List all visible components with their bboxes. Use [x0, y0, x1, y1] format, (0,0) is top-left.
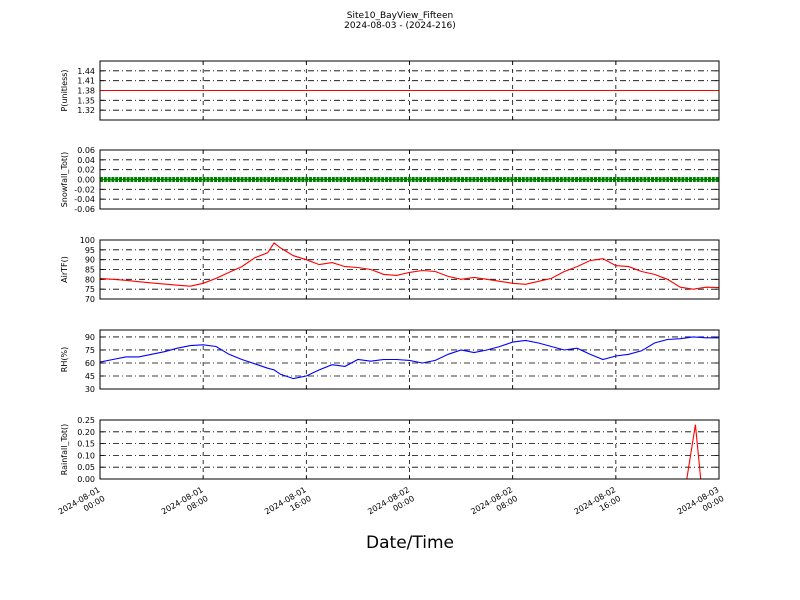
y-axis-label: P(unitless)	[60, 69, 69, 111]
y-tick-label: 0.05	[77, 463, 95, 472]
y-tick-label: -0.04	[74, 195, 95, 204]
axes-frame	[99, 419, 720, 480]
y-tick-label: 30	[85, 385, 95, 394]
y-tick-label: 80	[85, 275, 95, 284]
y-tick-label: 75	[85, 346, 95, 355]
y-tick-label: 0.15	[77, 440, 95, 449]
y-tick-label: 85	[85, 266, 95, 275]
y-tick-label: 0.20	[77, 428, 95, 437]
y-tick-label: 1.41	[77, 77, 95, 86]
y-tick-label: 95	[85, 246, 95, 255]
axes-frame	[99, 239, 720, 300]
y-tick-label: -0.02	[74, 185, 95, 194]
y-tick-label: 90	[85, 256, 95, 265]
y-axis-label: AirTF()	[60, 256, 69, 283]
series-line	[99, 242, 720, 290]
y-tick-label: 0.06	[77, 146, 95, 155]
y-tick-label: 0.25	[77, 416, 95, 425]
y-tick-label: 70	[85, 295, 95, 304]
y-tick-label: 0.00	[77, 176, 95, 185]
y-tick-label: 1.35	[77, 96, 95, 105]
figure-title-text: Site10_BayView_Fifteen	[346, 11, 454, 21]
y-tick-label: -0.06	[74, 205, 95, 214]
y-tick-label: 0.10	[77, 451, 95, 460]
axes-frame	[99, 149, 720, 210]
series-line	[99, 336, 719, 380]
y-tick-label: 100	[80, 236, 95, 245]
y-tick-label: 0.00	[77, 475, 95, 484]
y-tick-label: 0.02	[77, 166, 95, 175]
y-tick-label: 1.38	[77, 87, 95, 96]
figure-subtitle-text: 2024-08-03 - (2024-216)	[344, 21, 456, 31]
y-tick-label: 45	[85, 372, 95, 381]
y-axis-label: Rainfall_Tot()	[60, 424, 69, 476]
y-tick-label: 0.04	[77, 156, 95, 165]
x-axis-label: Date/Time	[366, 533, 454, 553]
y-axis-label: RH(%)	[60, 347, 69, 372]
axes-frame	[99, 60, 720, 121]
y-tick-label: 60	[85, 359, 95, 368]
y-tick-label: 1.44	[77, 67, 95, 76]
y-tick-label: 1.32	[77, 106, 95, 115]
y-axis-label: Snowfall_Tot()	[60, 152, 69, 208]
axes-frame	[99, 329, 720, 390]
y-tick-label: 90	[85, 333, 95, 342]
y-tick-label: 75	[85, 285, 95, 294]
